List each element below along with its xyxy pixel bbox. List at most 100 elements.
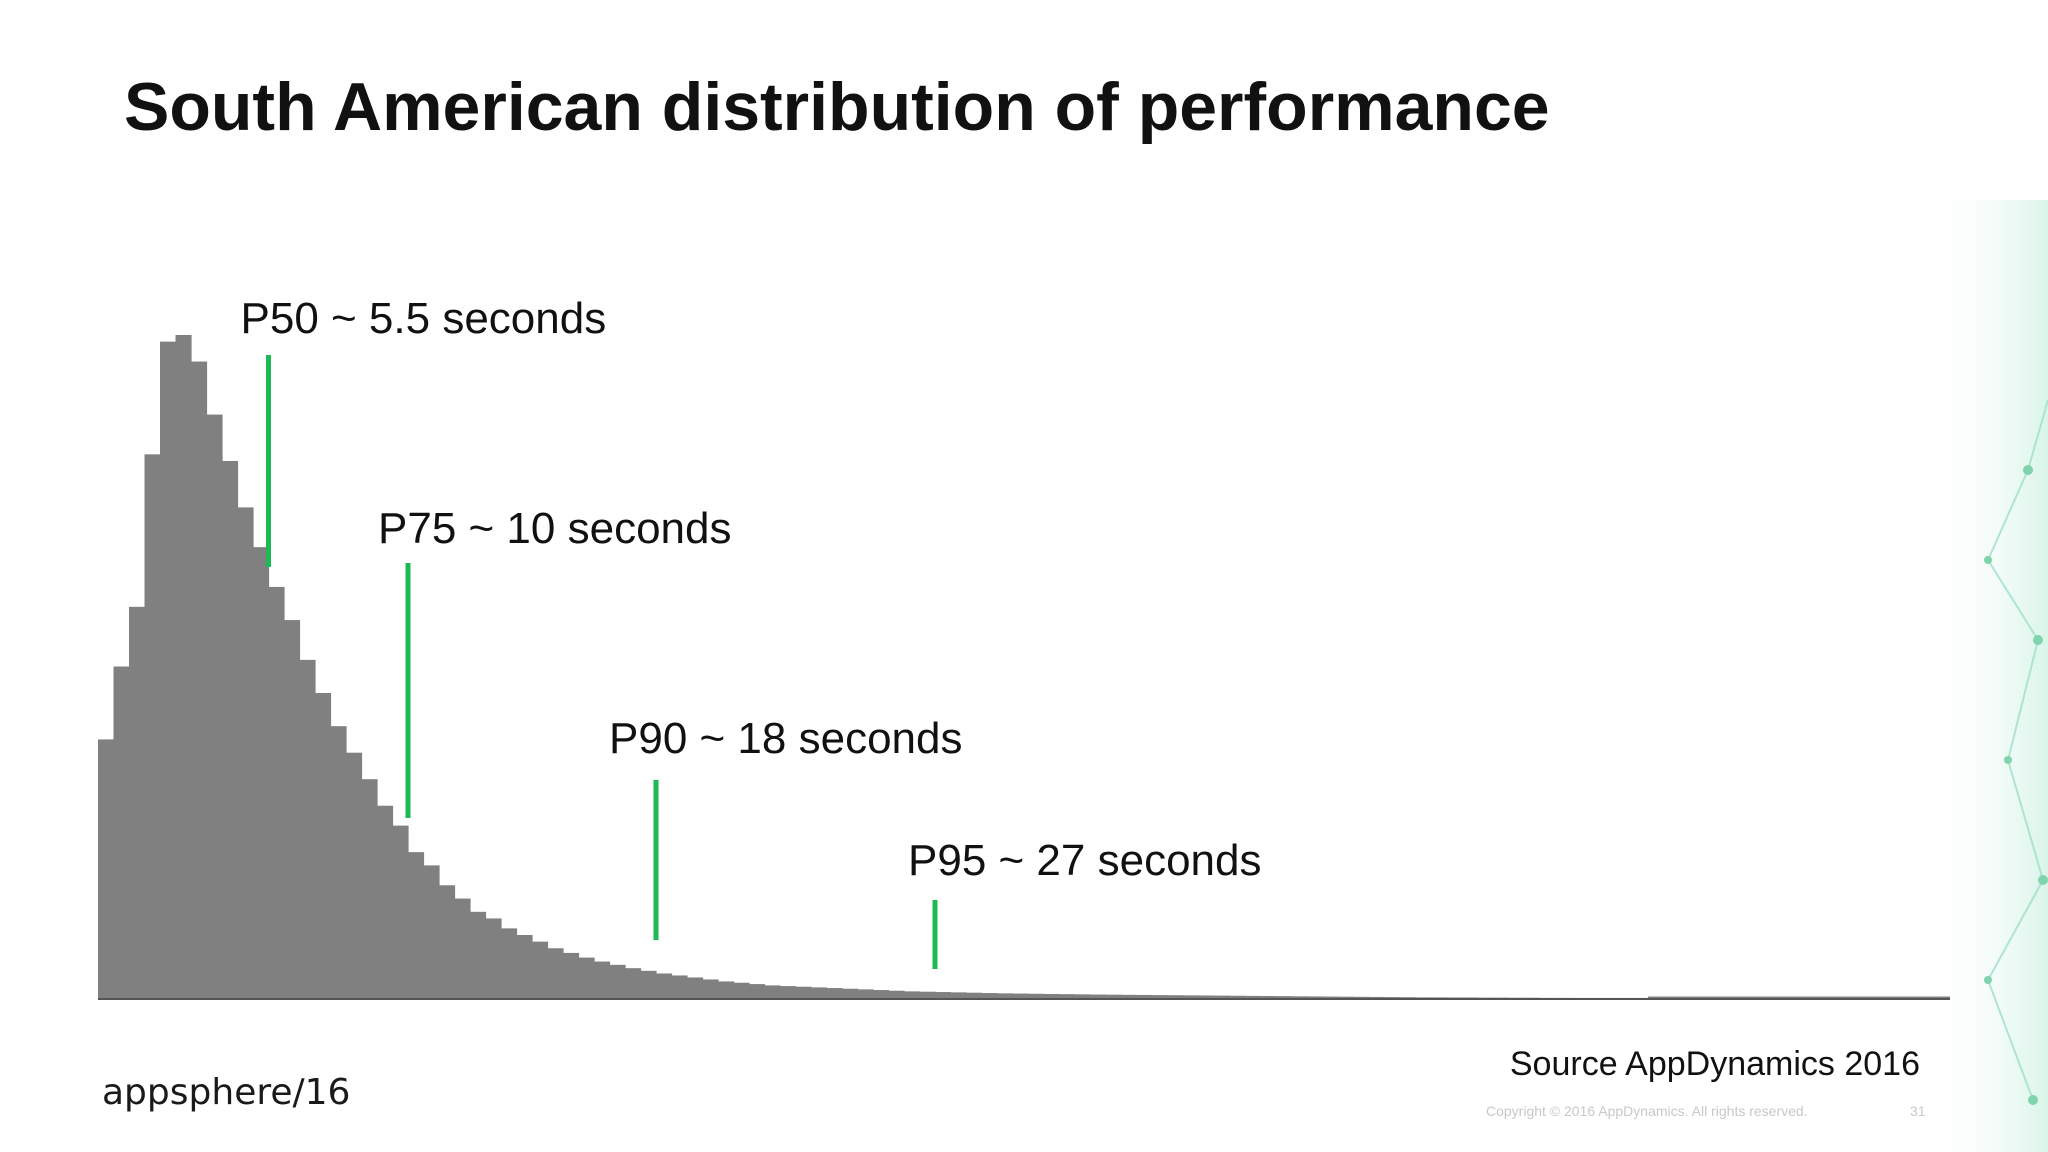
source-note: Source AppDynamics 2016 xyxy=(1509,1045,1920,1083)
histogram-bar xyxy=(439,885,456,998)
histogram-bar xyxy=(1121,994,1138,998)
histogram-bar xyxy=(764,985,781,998)
histogram-bar xyxy=(1400,997,1417,998)
histogram-bar xyxy=(609,964,626,998)
histogram-bar xyxy=(671,975,688,998)
histogram-bar xyxy=(222,460,239,999)
histogram-bar xyxy=(361,779,378,998)
histogram-bar xyxy=(408,852,425,998)
histogram-bar xyxy=(1446,997,1463,999)
histogram-bar xyxy=(640,970,657,998)
histogram-bar xyxy=(749,984,766,998)
histogram-bar xyxy=(1198,995,1215,998)
histogram-bar xyxy=(191,361,208,998)
percentile-label: P50 ~ 5.5 seconds xyxy=(241,294,607,343)
histogram-bar xyxy=(237,507,254,998)
slide-title: South American distribution of performan… xyxy=(124,69,1550,145)
histogram-bar xyxy=(1307,996,1324,998)
histogram-bars xyxy=(98,335,1950,999)
histogram-bar xyxy=(842,988,859,998)
histogram-bar xyxy=(423,865,440,998)
histogram-bar xyxy=(1214,995,1231,998)
histogram-bar xyxy=(470,911,487,998)
histogram-bar xyxy=(501,928,518,998)
histogram-bar xyxy=(532,941,549,998)
page-number: 31 xyxy=(1910,1103,1926,1119)
histogram-bar xyxy=(1415,997,1432,999)
histogram-bar xyxy=(656,973,673,998)
histogram-bar xyxy=(780,986,797,998)
percentile-label: P95 ~ 27 seconds xyxy=(908,836,1261,885)
histogram-bar xyxy=(950,992,967,998)
histogram-bar xyxy=(1105,994,1122,998)
histogram-bar xyxy=(1353,996,1370,998)
histogram-bar xyxy=(625,968,642,998)
histogram-bar xyxy=(485,918,502,998)
percentile-label: P75 ~ 10 seconds xyxy=(378,504,731,553)
histogram-bar xyxy=(594,961,611,998)
histogram-bar xyxy=(687,977,704,998)
brand-logo: appsphere/16 xyxy=(102,1072,350,1113)
histogram-tail xyxy=(1648,996,1950,998)
histogram-bar xyxy=(1338,996,1355,998)
histogram-bar xyxy=(1059,994,1076,998)
histogram-bar xyxy=(733,982,750,998)
histogram-bar xyxy=(857,989,874,998)
histogram-bar xyxy=(1245,995,1262,998)
histogram-bar xyxy=(346,752,363,998)
histogram-bar xyxy=(1384,997,1401,998)
histogram-bar xyxy=(253,547,270,998)
histogram-bar xyxy=(1152,995,1169,998)
histogram-bar xyxy=(1012,993,1029,998)
histogram-bar xyxy=(1028,993,1045,998)
histogram-bar xyxy=(718,981,735,998)
histogram-bar xyxy=(392,825,409,998)
histogram-bar xyxy=(1260,996,1277,998)
histogram-bar xyxy=(547,948,564,998)
histogram-bar xyxy=(1322,996,1339,998)
percentile-annotations: P50 ~ 5.5 seconds P75 ~ 10 seconds P90 ~ 1… xyxy=(241,294,1261,969)
brand-name: appsphere xyxy=(102,1072,293,1113)
histogram-bar xyxy=(144,454,161,999)
histogram-bar xyxy=(1369,996,1386,998)
histogram-bar xyxy=(1462,997,1479,999)
histogram-bar xyxy=(888,990,905,998)
histogram-bar xyxy=(919,991,936,998)
histogram-bar xyxy=(981,993,998,998)
histogram-bar xyxy=(811,987,828,998)
histogram-bar xyxy=(1043,993,1060,998)
histogram-bar xyxy=(1074,994,1091,998)
histogram-bar xyxy=(1167,995,1184,998)
histogram-bar xyxy=(873,990,890,998)
histogram-bar xyxy=(454,898,471,998)
histogram-bar xyxy=(795,986,812,998)
histogram-bar xyxy=(1183,995,1200,998)
histogram-bar xyxy=(129,606,146,998)
histogram-bar xyxy=(299,659,316,998)
histogram-bar xyxy=(563,952,580,998)
histogram-bar xyxy=(377,805,394,998)
histogram-bar xyxy=(175,335,192,998)
histogram-bar xyxy=(113,666,130,998)
histogram-bar xyxy=(516,935,533,998)
histogram-bar xyxy=(935,992,952,998)
histogram-bar xyxy=(330,726,347,998)
copyright-notice: Copyright © 2016 AppDynamics. All rights… xyxy=(1486,1103,1808,1119)
percentile-label: P90 ~ 18 seconds xyxy=(609,714,962,763)
histogram-bar xyxy=(98,739,115,998)
histogram-bar xyxy=(1090,994,1107,998)
histogram-bar xyxy=(206,414,223,998)
histogram-bar xyxy=(1431,997,1448,999)
histogram-bar xyxy=(284,620,301,998)
histogram-bar xyxy=(268,586,285,998)
histogram-bar xyxy=(966,992,983,998)
histogram-bar xyxy=(702,979,719,998)
histogram-bar xyxy=(1276,996,1293,998)
histogram-bar xyxy=(1291,996,1308,998)
histogram-bar xyxy=(826,988,843,998)
network-decoration xyxy=(1928,200,2048,1152)
histogram-bar xyxy=(315,693,332,998)
brand-suffix: /16 xyxy=(292,1072,351,1113)
